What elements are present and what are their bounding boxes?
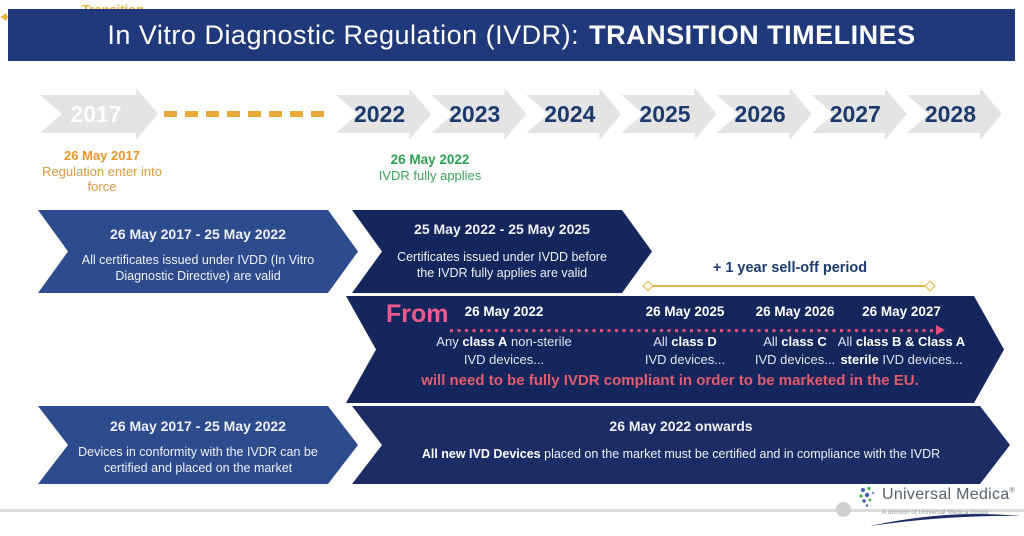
milestone-date: 26 May 2026	[755, 304, 835, 319]
milestone-text: sterile IVD devices...	[840, 351, 963, 367]
milestone-text: All class D	[653, 334, 717, 349]
band-heading: 26 May 2017 - 25 May 2022	[110, 226, 286, 242]
year-label: 2027	[829, 100, 881, 127]
band-body-line: All new IVD Devices placed on the market…	[421, 447, 941, 461]
applies-date: 26 May 2022	[390, 152, 470, 167]
year-label-2017: 2017	[70, 100, 122, 127]
band-body-line: All certificates issued under IVDD (In V…	[81, 253, 315, 267]
band-ivdd-certificates-valid: 26 May 2017 - 25 May 2022 All certificat…	[38, 210, 358, 293]
timeline-arrow-2025: 2025	[621, 88, 716, 140]
regulation-text: Regulation enter into force	[42, 163, 162, 195]
band-heading: 25 May 2022 - 25 May 2025	[414, 221, 590, 237]
timeline-arrow-2017: 2017	[40, 88, 158, 140]
page-title-emphasis: TRANSITION TIMELINES	[589, 19, 916, 50]
band-heading: 26 May 2017 - 25 May 2022	[110, 418, 286, 434]
ivdr-applies-annotation: 26 May 2022 IVDR fully applies	[372, 152, 488, 184]
brand-tagline: A division of Universal Medica Group	[882, 509, 989, 516]
regulation-annotation: 26 May 2017 Regulation enter into force	[38, 148, 166, 195]
year-label: 2026	[734, 100, 786, 127]
timeline-arrow-2027: 2027	[812, 88, 907, 140]
milestone-date: 26 May 2025	[645, 304, 725, 319]
timeline-gap-dashed-line	[164, 111, 332, 117]
regulation-date: 26 May 2017	[64, 148, 140, 163]
band-new-ivd-devices: 26 May 2022 onwards All new IVD Devices …	[352, 406, 1010, 484]
year-label: 2022	[353, 100, 406, 127]
milestone-text: Any class A non-sterile	[436, 334, 572, 349]
timeline-arrows: 2022 2023 2024 2025 2026 2027 2028	[336, 88, 1002, 140]
band-certificates-before-ivdr: 25 May 2022 - 25 May 2025 Certificates i…	[352, 210, 652, 293]
logo-swoosh	[870, 513, 1020, 526]
timeline-arrow-2028: 2028	[907, 88, 1002, 140]
timeline-arrow-2024: 2024	[526, 88, 621, 140]
footer-line-endpoint-dot	[836, 502, 851, 517]
year-label: 2023	[449, 100, 501, 127]
title-bar: In Vitro Diagnostic Regulation (IVDR): T…	[8, 9, 1015, 61]
from-label: From	[386, 300, 449, 328]
timeline-arrow-2023: 2023	[431, 88, 526, 140]
milestone-date: 26 May 2022	[464, 304, 544, 319]
milestone-class-d: 26 May 2025 All class D IVD devices...	[604, 304, 766, 368]
band-body-line: the IVDR fully applies are valid	[416, 266, 588, 281]
year-label: 2024	[544, 100, 596, 127]
page-title: In Vitro Diagnostic Regulation (IVDR):	[107, 19, 580, 50]
band-body-line: certified and placed on the market	[103, 461, 293, 476]
arrow-left-icon	[0, 13, 7, 21]
logo-dots-icon	[859, 486, 875, 507]
universal-medica-logo: Universal Medica® A division of Universa…	[858, 486, 1020, 536]
timeline-arrow-2026: 2026	[717, 88, 812, 140]
band-ivdr-conformity-devices: 26 May 2017 - 25 May 2022 Devices in con…	[38, 406, 358, 484]
band-body-line: Certificates issued under IVDD before	[397, 250, 607, 264]
milestone-class-c: 26 May 2026 All class C IVD devices...	[714, 304, 876, 368]
year-label: 2025	[639, 100, 691, 127]
footer-divider-line	[0, 509, 1024, 512]
registered-mark: ®	[1009, 487, 1015, 495]
milestone-class-b-and-a-sterile: 26 May 2027 All class B & Class A steril…	[814, 304, 989, 368]
milestone-text: IVD devices...	[463, 351, 545, 367]
compliance-statement: will need to be fully IVDR compliant in …	[421, 372, 919, 389]
year-label: 2028	[924, 100, 976, 127]
band-body-line: Devices in conformity with the IVDR can …	[78, 445, 318, 459]
brand-name: Universal Medica®	[882, 486, 1015, 503]
band-body-line: Diagnostic Directive) are valid	[115, 269, 281, 284]
band-ivdr-compliance-milestones: From 26 May 2022 Any class A non-sterile…	[346, 296, 1004, 403]
milestone-date: 26 May 2027	[862, 304, 941, 319]
milestone-text: All class C	[763, 334, 827, 349]
applies-text: IVDR fully applies	[378, 168, 482, 184]
milestone-class-a-nonsterile: 26 May 2022 Any class A non-sterile IVD …	[404, 304, 604, 368]
band-heading: 26 May 2022 onwards	[609, 418, 753, 434]
milestone-text: All class B & Class A	[837, 334, 966, 349]
milestone-text: IVD devices...	[644, 351, 726, 367]
milestone-text: IVD devices...	[754, 351, 836, 367]
selloff-period-label: + 1 year sell-off period	[712, 260, 868, 276]
timeline-arrow-2022: 2022	[336, 88, 431, 140]
dotted-arrow-line	[450, 329, 936, 332]
selloff-period-line	[648, 285, 930, 287]
